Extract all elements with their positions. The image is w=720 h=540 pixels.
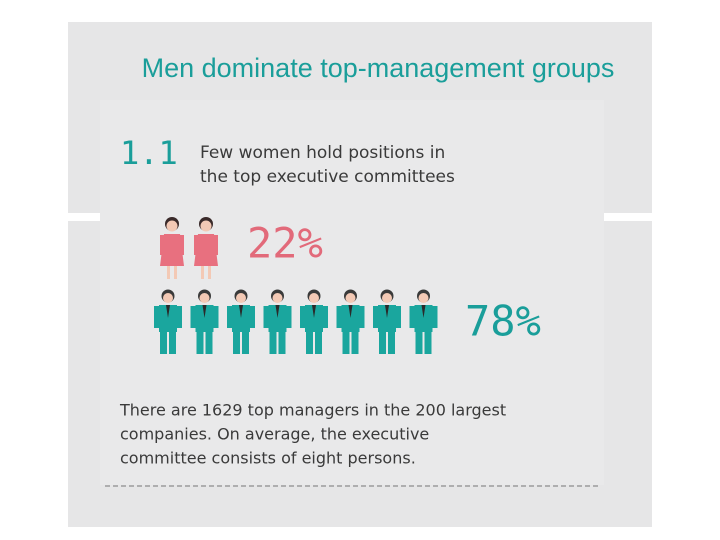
icon-part <box>201 266 204 279</box>
icon-part <box>341 305 360 332</box>
icon-part <box>174 266 177 279</box>
icon-part <box>232 305 250 332</box>
icon-part <box>196 332 204 354</box>
icon-part <box>160 235 164 255</box>
body-line: There are 1629 top managers in the 200 l… <box>119 401 506 420</box>
heading-line: the top executive committees <box>200 167 455 187</box>
icon-part <box>415 332 423 354</box>
icon-part <box>163 293 173 303</box>
title: Men dominate top-management groups <box>142 53 615 83</box>
icon-part <box>305 305 323 332</box>
icon-part <box>409 306 415 328</box>
icon-part <box>242 332 249 354</box>
icon-part <box>233 332 240 354</box>
icon-part <box>272 293 283 303</box>
icon-part <box>195 305 214 332</box>
icon-part <box>382 293 392 303</box>
icon-part <box>166 220 178 232</box>
icon-part <box>236 293 246 303</box>
icon-part <box>167 266 170 279</box>
icon-part <box>227 306 232 328</box>
icon-part <box>180 235 184 255</box>
icon-part <box>378 305 396 332</box>
icon-part <box>278 332 286 354</box>
icon-part <box>385 305 389 318</box>
icon-part <box>194 234 218 266</box>
icon-part <box>379 332 386 354</box>
icon-part <box>388 332 395 354</box>
icon-part <box>200 220 212 232</box>
icon-part <box>348 305 353 318</box>
icon-part <box>414 305 433 332</box>
icon-part <box>309 293 319 303</box>
icon-part <box>336 306 342 328</box>
men-icons <box>154 289 438 354</box>
icon-part <box>351 332 359 354</box>
icon-part <box>312 305 316 318</box>
icon-part <box>239 305 243 318</box>
icon-part <box>199 293 210 303</box>
icon-part <box>177 306 182 328</box>
icon-part <box>166 305 170 318</box>
icon-part <box>205 332 213 354</box>
icon-part <box>159 305 177 332</box>
icon-part <box>418 293 429 303</box>
icon-part <box>359 306 365 328</box>
women-icons <box>160 217 218 279</box>
icon-part <box>300 306 305 328</box>
icon-part <box>154 306 159 328</box>
body-line: committee consists of eight persons. <box>120 449 416 468</box>
icon-part <box>315 332 322 354</box>
icon-part <box>323 306 328 328</box>
icon-part <box>202 305 207 318</box>
icon-part <box>160 234 184 266</box>
icon-part <box>194 235 198 255</box>
icon-part <box>190 306 196 328</box>
icon-part <box>424 332 432 354</box>
icon-part <box>214 235 218 255</box>
icon-part <box>263 306 269 328</box>
icon-part <box>286 306 292 328</box>
icon-part <box>160 332 167 354</box>
icon-part <box>373 306 378 328</box>
section-number: 1.1 <box>120 134 178 172</box>
icon-part <box>213 306 219 328</box>
icon-part <box>342 332 350 354</box>
icon-part <box>345 293 356 303</box>
heading-line: Few women hold positions in <box>200 143 445 163</box>
icon-part <box>208 266 211 279</box>
icon-part <box>250 306 255 328</box>
icon-part <box>169 332 176 354</box>
icon-part <box>421 305 426 318</box>
icon-part <box>306 332 313 354</box>
women-share: 22% <box>247 219 323 268</box>
icon-part <box>432 306 438 328</box>
icon-part <box>396 306 401 328</box>
men-share: 78% <box>465 297 541 346</box>
body-line: companies. On average, the executive <box>120 425 429 444</box>
icon-part <box>268 305 287 332</box>
icon-part <box>275 305 280 318</box>
icon-part <box>269 332 277 354</box>
